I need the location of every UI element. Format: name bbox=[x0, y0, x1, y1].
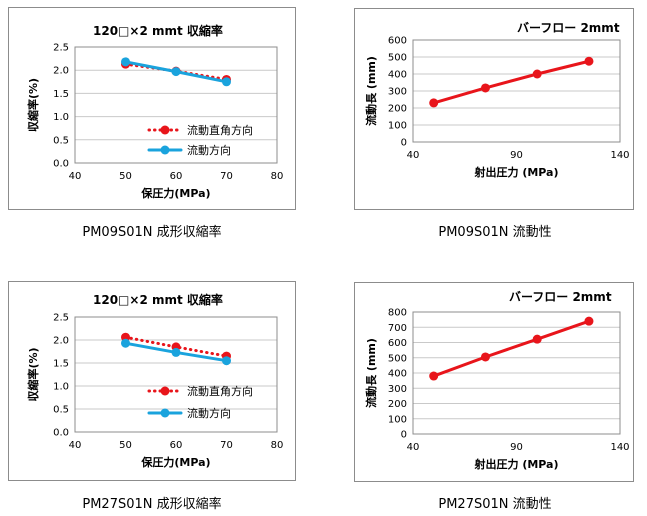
chart-title: 120□×2 mmt 収縮率 bbox=[93, 23, 223, 38]
y-tick-label: 1.0 bbox=[53, 112, 69, 123]
plot-area bbox=[412, 39, 621, 143]
legend-label: 流動直角方向 bbox=[187, 384, 253, 398]
data-point bbox=[584, 56, 594, 66]
y-tick-label: 600 bbox=[388, 338, 407, 349]
chart-panel-pm09-shrinkage: 0.0 0.5 1.0 1.5 2.0 2.5 40 50 60 70 80 120□×2 mmt 収… bbox=[8, 7, 296, 210]
x-tick-label: 60 bbox=[170, 440, 183, 451]
x-tick-label: 50 bbox=[119, 171, 132, 182]
caption-pm09-shrinkage: PM09S01N 成形収縮率 bbox=[82, 225, 222, 240]
y-tick-label: 2.5 bbox=[53, 43, 69, 54]
data-point bbox=[121, 338, 130, 348]
y-tick-label: 400 bbox=[388, 70, 407, 81]
y-axis-label: 収縮率(%) bbox=[26, 347, 40, 401]
legend-marker bbox=[160, 408, 170, 418]
caption-pm27-shrinkage: PM27S01N 成形収縮率 bbox=[82, 497, 222, 512]
chart-svg-pm09-shrinkage: 0.0 0.5 1.0 1.5 2.0 2.5 40 50 60 70 80 120□×2 mmt 収… bbox=[26, 23, 284, 200]
data-point bbox=[584, 316, 594, 326]
chart-panel-pm27-shrinkage: 0.0 0.5 1.0 1.5 2.0 2.5 40 50 60 70 80 120□×2 mmt 収… bbox=[8, 281, 296, 481]
data-point bbox=[532, 69, 542, 79]
data-point bbox=[480, 352, 490, 362]
y-axis-label: 流動長 (mm) bbox=[364, 338, 378, 408]
data-point bbox=[429, 98, 439, 108]
y-tick-label: 1.5 bbox=[53, 359, 69, 370]
y-tick-label: 1.5 bbox=[53, 89, 69, 100]
x-tick-label: 40 bbox=[407, 442, 420, 453]
x-tick-label: 90 bbox=[510, 442, 523, 453]
x-axis-label: 保圧力(MPa) bbox=[140, 186, 210, 200]
data-point bbox=[480, 83, 490, 93]
y-tick-label: 600 bbox=[388, 36, 407, 47]
legend-marker bbox=[160, 145, 170, 155]
x-tick-label: 60 bbox=[170, 171, 183, 182]
y-tick-label: 0.0 bbox=[53, 159, 69, 170]
x-tick-label: 70 bbox=[220, 440, 233, 451]
chart-title: 120□×2 mmt 収縮率 bbox=[93, 292, 223, 307]
y-tick-label: 300 bbox=[388, 384, 407, 395]
y-tick-label: 2.5 bbox=[53, 313, 69, 324]
y-tick-label: 0.5 bbox=[53, 405, 69, 416]
series-line bbox=[432, 319, 591, 378]
y-tick-label: 500 bbox=[388, 53, 407, 64]
chart-title: バーフロー 2mmt bbox=[509, 290, 612, 304]
data-point bbox=[171, 67, 181, 77]
y-tick-label: 0.5 bbox=[53, 135, 69, 146]
y-tick-label: 1.0 bbox=[53, 382, 69, 393]
plot-area bbox=[412, 311, 621, 435]
legend-label: 流動直角方向 bbox=[187, 123, 253, 137]
series-line bbox=[432, 59, 591, 105]
x-tick-label: 140 bbox=[610, 442, 629, 453]
x-tick-label: 40 bbox=[69, 440, 82, 451]
data-point bbox=[429, 371, 439, 381]
x-tick-label: 40 bbox=[407, 150, 420, 161]
x-tick-label: 70 bbox=[220, 171, 233, 182]
legend-label: 流動方向 bbox=[187, 143, 231, 157]
legend-marker bbox=[160, 125, 170, 135]
y-tick-label: 800 bbox=[388, 308, 407, 319]
caption-pm09-flow: PM09S01N 流動性 bbox=[438, 225, 552, 240]
y-tick-label: 2.0 bbox=[53, 66, 69, 77]
x-tick-label: 90 bbox=[510, 150, 523, 161]
data-point bbox=[532, 334, 542, 344]
x-axis-label: 射出圧力 (MPa) bbox=[473, 165, 558, 179]
y-tick-label: 0 bbox=[401, 138, 407, 149]
x-tick-label: 80 bbox=[271, 440, 284, 451]
y-tick-label: 200 bbox=[388, 104, 407, 115]
x-tick-label: 40 bbox=[69, 171, 82, 182]
y-tick-label: 0.0 bbox=[53, 428, 69, 439]
x-tick-label: 50 bbox=[119, 440, 132, 451]
chart-svg-pm27-flow: 0 100 200 300 400 500 600 700 800 40 90 140 バーフロー 2m… bbox=[364, 290, 630, 471]
y-tick-label: 200 bbox=[388, 399, 407, 410]
chart-svg-pm27-shrinkage: 0.0 0.5 1.0 1.5 2.0 2.5 40 50 60 70 80 120□×2 mmt 収… bbox=[26, 292, 284, 469]
chart-panel-pm09-flow: 0 100 200 300 400 500 600 40 90 140 バーフロー 2mmt 射出圧力… bbox=[354, 8, 634, 210]
legend-marker bbox=[160, 386, 170, 396]
y-tick-label: 2.0 bbox=[53, 336, 69, 347]
y-tick-label: 400 bbox=[388, 369, 407, 380]
chart-svg-pm09-flow: 0 100 200 300 400 500 600 40 90 140 バーフロー 2mmt 射出圧力… bbox=[364, 21, 630, 179]
y-axis-label: 収縮率(%) bbox=[26, 78, 40, 132]
y-tick-label: 100 bbox=[388, 414, 407, 425]
y-tick-label: 0 bbox=[401, 430, 407, 441]
x-axis-label: 保圧力(MPa) bbox=[140, 455, 210, 469]
y-tick-label: 500 bbox=[388, 353, 407, 364]
data-point bbox=[222, 356, 231, 366]
caption-pm27-flow: PM27S01N 流動性 bbox=[438, 497, 552, 512]
x-axis-label: 射出圧力 (MPa) bbox=[473, 457, 558, 471]
data-point bbox=[121, 57, 130, 67]
y-tick-label: 100 bbox=[388, 121, 407, 132]
plot-area bbox=[74, 316, 278, 433]
y-axis-label: 流動長 (mm) bbox=[364, 56, 378, 126]
y-tick-label: 700 bbox=[388, 323, 407, 334]
data-point bbox=[171, 347, 181, 357]
data-point bbox=[222, 77, 231, 87]
y-tick-label: 300 bbox=[388, 87, 407, 98]
x-tick-label: 80 bbox=[271, 171, 284, 182]
x-tick-label: 140 bbox=[610, 150, 629, 161]
chart-title: バーフロー 2mmt bbox=[517, 21, 620, 35]
plot-area bbox=[74, 46, 278, 164]
legend-label: 流動方向 bbox=[187, 406, 231, 420]
chart-panel-pm27-flow: 0 100 200 300 400 500 600 700 800 40 90 140 バーフロー 2m… bbox=[354, 282, 634, 482]
